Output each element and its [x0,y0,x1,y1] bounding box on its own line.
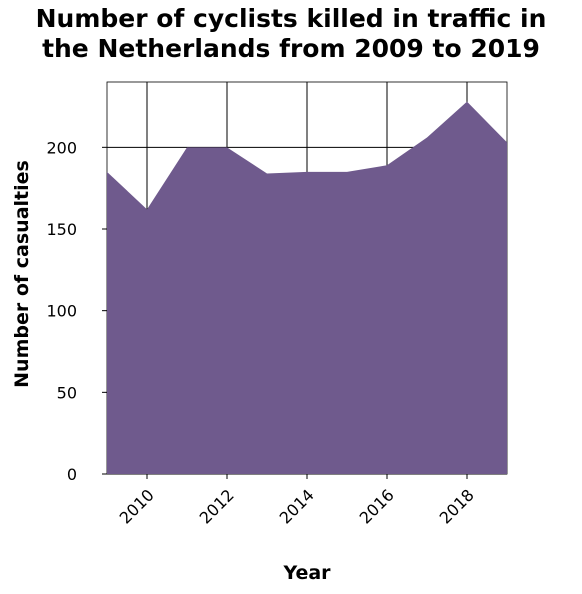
x-tick-label: 2016 [356,485,398,527]
x-tick-label: 2010 [116,485,158,527]
y-tick-label: 50 [57,383,77,402]
x-axis-label: Year [282,562,331,584]
y-axis-label: Number of casualties [11,160,33,388]
y-tick-label: 0 [67,465,77,484]
area-series [107,101,507,474]
x-tick-label: 2012 [196,485,238,527]
chart-title-line-2: the Netherlands from 2009 to 2019 [42,34,540,63]
y-axis-ticks: 0 50 100 150 200 [46,138,107,484]
chart-title-line-1: Number of cyclists killed in traffic in [35,4,547,33]
x-axis-ticks: 2010 2012 2014 2016 2018 [116,474,478,528]
y-tick-label: 200 [46,138,77,157]
x-tick-label: 2014 [276,485,318,527]
x-tick-label: 2018 [436,485,478,527]
y-tick-label: 100 [46,302,77,321]
y-tick-label: 150 [46,220,77,239]
chart-title: Number of cyclists killed in traffic in … [0,4,582,64]
